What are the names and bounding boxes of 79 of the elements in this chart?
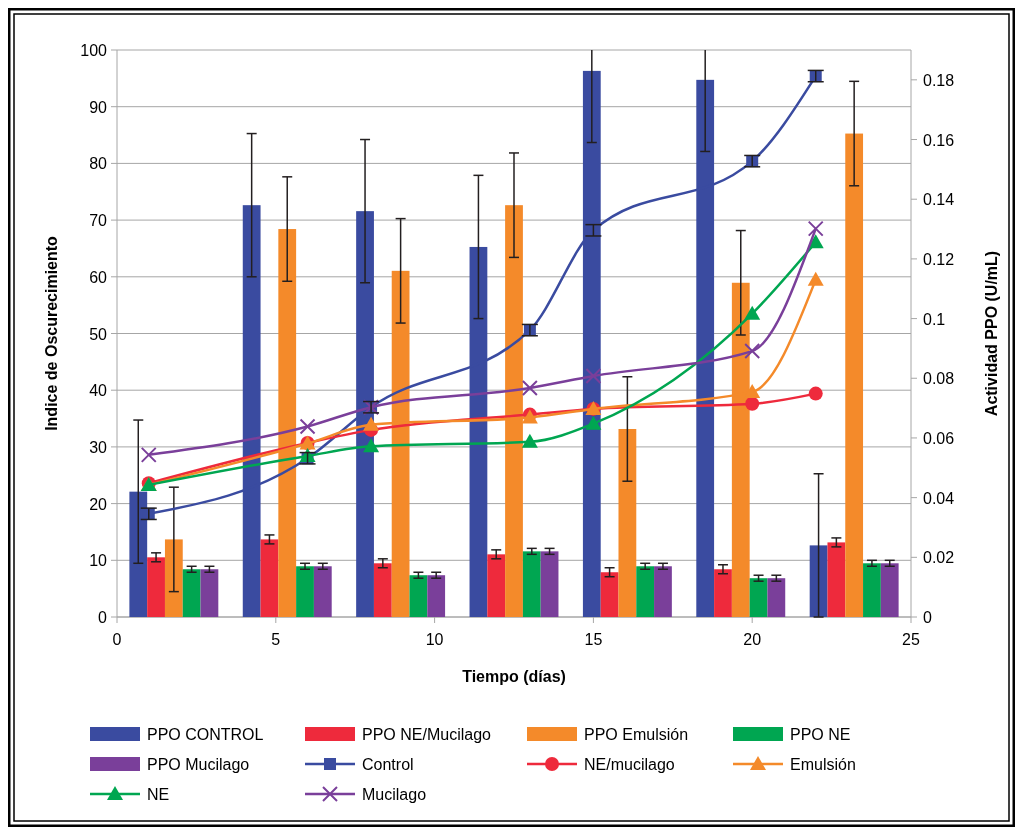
y-tick-label: 40 — [89, 382, 108, 400]
point — [744, 305, 761, 320]
legend-label: PPO NE/Mucilago — [362, 726, 492, 743]
point — [585, 415, 602, 430]
y2-tick-label: 0.18 — [923, 71, 955, 89]
point — [521, 379, 538, 396]
point — [744, 343, 761, 360]
bar — [714, 569, 732, 617]
legend-label: Emulsión — [790, 756, 856, 773]
bar — [522, 551, 541, 617]
bar — [260, 539, 279, 617]
y2-tick-label: 0.02 — [923, 549, 955, 567]
x-tick-label: 15 — [584, 631, 603, 648]
bar — [618, 429, 637, 617]
legend-label: NE — [147, 786, 170, 803]
x-tick-label: 0 — [112, 631, 122, 648]
legend-label: Control — [362, 756, 414, 773]
point — [807, 220, 824, 237]
point — [299, 418, 316, 435]
bar — [845, 133, 864, 617]
bar — [749, 578, 768, 617]
bar — [373, 563, 392, 617]
point — [807, 271, 824, 286]
y-tick-label: 70 — [89, 212, 108, 230]
legend-label: PPO Emulsión — [584, 726, 689, 743]
y-tick-label: 10 — [89, 552, 108, 570]
bar — [636, 566, 655, 617]
x-tick-label: 20 — [743, 631, 762, 648]
bar — [296, 566, 314, 617]
point — [521, 433, 538, 448]
y2-tick-label: 0.06 — [923, 429, 955, 447]
y-tick-label: 0 — [98, 609, 108, 626]
y-tick-label: 50 — [89, 325, 108, 343]
bar — [147, 557, 165, 617]
point — [745, 396, 760, 411]
bar — [409, 575, 428, 617]
bar — [182, 569, 201, 617]
bar — [313, 566, 332, 617]
bar — [654, 566, 672, 617]
y-tick-label: 20 — [89, 495, 108, 513]
y-tick-label: 100 — [80, 42, 108, 59]
bar — [164, 539, 183, 617]
legend-label: PPO Mucilago — [147, 756, 250, 773]
bar — [863, 563, 881, 617]
legend-label: Mucilago — [362, 786, 427, 803]
bar — [600, 572, 619, 617]
bar — [540, 551, 559, 617]
point — [808, 386, 823, 401]
y-tick-label: 90 — [89, 98, 108, 116]
bar — [200, 569, 219, 617]
y-axis-title: Indice de Oscurecimiento — [43, 235, 60, 431]
y2-tick-label: 0.12 — [923, 250, 955, 268]
y-tick-label: 80 — [89, 155, 108, 173]
legend-label: PPO CONTROL — [147, 726, 264, 743]
point — [585, 368, 602, 385]
y-tick-label: 30 — [89, 438, 108, 456]
point — [363, 438, 380, 453]
bar — [880, 563, 899, 617]
point — [140, 446, 157, 463]
y2-tick-label: 0.04 — [923, 489, 955, 507]
x-tick-label: 10 — [425, 631, 444, 648]
bar — [427, 575, 446, 617]
y2-tick-label: 0.14 — [923, 191, 955, 209]
x-tick-label: 5 — [271, 631, 281, 648]
y2-tick-label: 0.16 — [923, 131, 955, 149]
x-axis-title: Tiempo (días) — [462, 668, 566, 685]
bar — [809, 545, 828, 617]
bar — [767, 578, 786, 617]
legend-label: NE/mucilago — [584, 756, 675, 773]
y2-tick-label: 0.08 — [923, 370, 955, 388]
y2-axis-title: Actividad PPO (U/mL) — [983, 250, 1000, 417]
y2-tick-label: 0 — [923, 609, 932, 626]
legend-label: PPO NE — [790, 726, 851, 743]
bar — [487, 554, 506, 617]
bar — [827, 542, 846, 617]
x-tick-label: 25 — [902, 631, 920, 648]
y-tick-label: 60 — [89, 268, 108, 286]
point — [363, 416, 380, 431]
y2-tick-label: 0.1 — [923, 310, 946, 328]
